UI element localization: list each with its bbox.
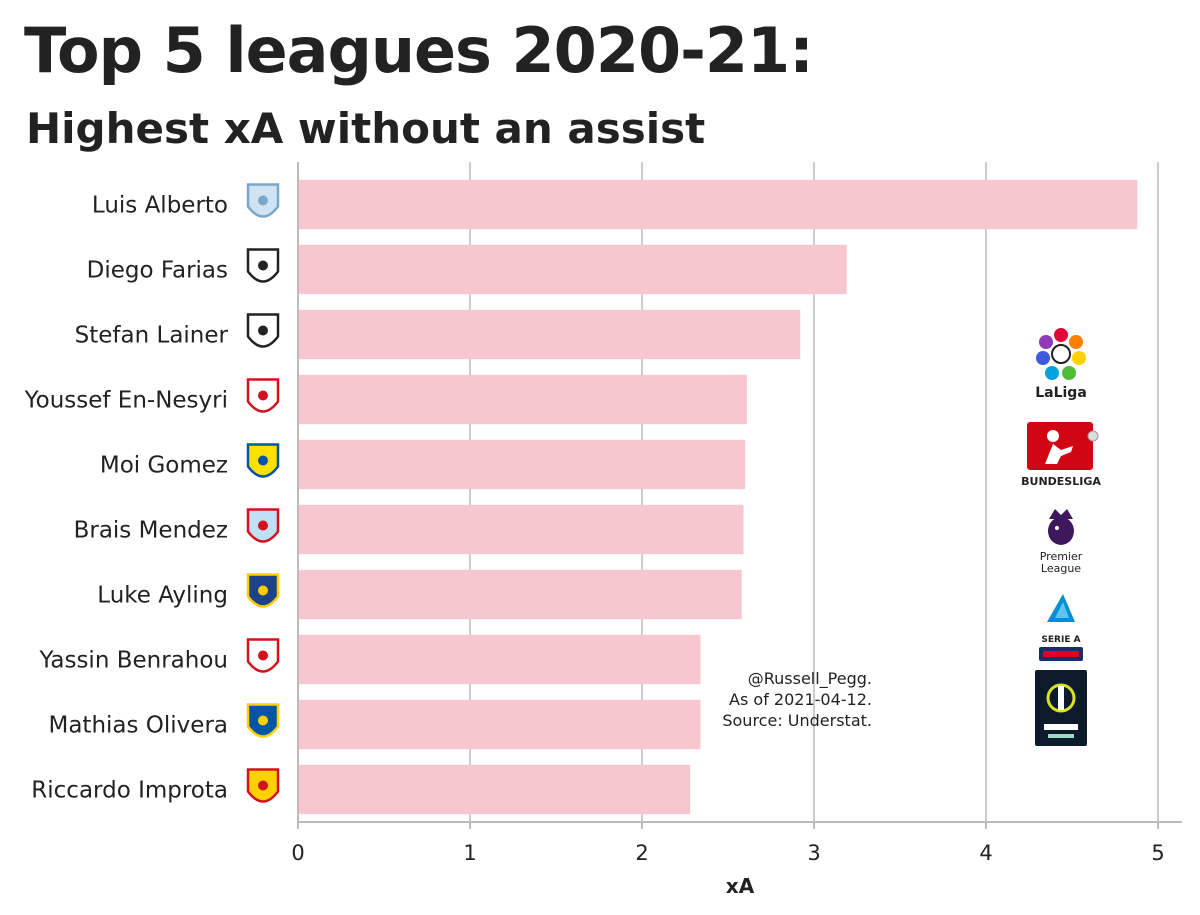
benevento-crest-icon (246, 768, 280, 803)
villarreal-crest-icon (246, 443, 280, 478)
bar-10 (298, 764, 691, 815)
sevilla-crest-icon (246, 378, 280, 413)
gladbach-crest-icon-emblem (258, 325, 268, 336)
serie-a-text: SERIE A (1041, 635, 1081, 645)
bar-7 (298, 569, 742, 620)
lazio-crest-icon (246, 183, 280, 218)
x-tick-label-5: 5 (1151, 841, 1164, 865)
player-label-3: Stefan Lainer (75, 323, 229, 349)
bar-2 (298, 244, 847, 295)
laliga-logo: LaLiga (1018, 325, 1104, 401)
x-tick-label-0: 0 (291, 841, 304, 865)
bar-5 (298, 439, 746, 490)
bar-4 (298, 374, 747, 425)
player-label-2: Diego Farias (87, 258, 228, 284)
bar-1 (298, 179, 1138, 230)
player-label-5: Moi Gomez (100, 453, 228, 479)
spezia-crest-icon-emblem (258, 260, 268, 271)
bundesliga-icon (1027, 422, 1099, 470)
author-handle: @Russell_Pegg. (747, 669, 872, 688)
player-label-8: Yassin Benrahou (38, 648, 228, 674)
ligue-1-icon (1035, 670, 1087, 746)
sevilla-crest-icon-emblem (258, 390, 268, 401)
bar-9 (298, 699, 701, 750)
bar-3 (298, 309, 801, 360)
spezia-crest-icon (246, 248, 280, 283)
player-labels: Luis Alberto Diego Farias Stefan Lainer You… (24, 193, 229, 804)
chart-subtitle: Highest xA without an assist (26, 104, 706, 153)
x-tick-label-2: 2 (635, 841, 648, 865)
player-label-7: Luke Ayling (97, 583, 228, 609)
premier-league-text: Premier League (1039, 550, 1083, 575)
bar-8 (298, 634, 701, 685)
player-label-10: Riccardo Improta (31, 778, 228, 804)
club-crests (246, 183, 280, 803)
benevento-crest-icon-emblem (258, 780, 268, 791)
x-tick-label-3: 3 (807, 841, 820, 865)
getafe-crest-icon (246, 703, 280, 738)
player-label-9: Mathias Olivera (48, 713, 228, 739)
celta-crest-icon (246, 508, 280, 543)
bundesliga-logo: BUNDESLIGA (1018, 420, 1104, 488)
bar-6 (298, 504, 744, 555)
serie-a-icon (1047, 594, 1075, 622)
leeds-crest-icon (246, 573, 280, 608)
gladbach-crest-icon (246, 313, 280, 348)
serie-a-logo: SERIE A (1018, 592, 1104, 665)
x-axis-title: xA (726, 874, 755, 898)
nimes-crest-icon (246, 638, 280, 673)
premier-league-icon (1048, 509, 1074, 545)
laliga-text: LaLiga (1035, 385, 1087, 401)
player-label-6: Brais Mendez (74, 518, 228, 544)
chart-title: Top 5 leagues 2020-21: (24, 14, 814, 87)
villarreal-crest-icon-emblem (258, 455, 268, 466)
nimes-crest-icon-emblem (258, 650, 268, 661)
laliga-icon (1036, 328, 1086, 380)
bundesliga-text: BUNDESLIGA (1021, 475, 1101, 488)
source-annotation: @Russell_Pegg. As of 2021-04-12. Source:… (690, 668, 872, 731)
tim-badge-icon (1039, 647, 1083, 661)
date-note: As of 2021-04-12. (729, 690, 872, 709)
x-tick-label-4: 4 (979, 841, 992, 865)
axes (297, 162, 1182, 829)
x-tick-label-1: 1 (463, 841, 476, 865)
getafe-crest-icon-emblem (258, 715, 268, 726)
player-label-1: Luis Alberto (92, 193, 228, 219)
bars (298, 179, 1138, 815)
player-label-4: Youssef En-Nesyri (24, 388, 228, 414)
lazio-crest-icon-emblem (258, 195, 268, 206)
premier-league-logo: Premier League (1018, 503, 1104, 575)
leeds-crest-icon-emblem (258, 585, 268, 596)
ligue-1-logo (1018, 670, 1104, 752)
source-note: Source: Understat. (722, 711, 872, 730)
celta-crest-icon-emblem (258, 520, 268, 531)
x-tick-labels: 0 1 2 3 4 5 (291, 841, 1164, 865)
